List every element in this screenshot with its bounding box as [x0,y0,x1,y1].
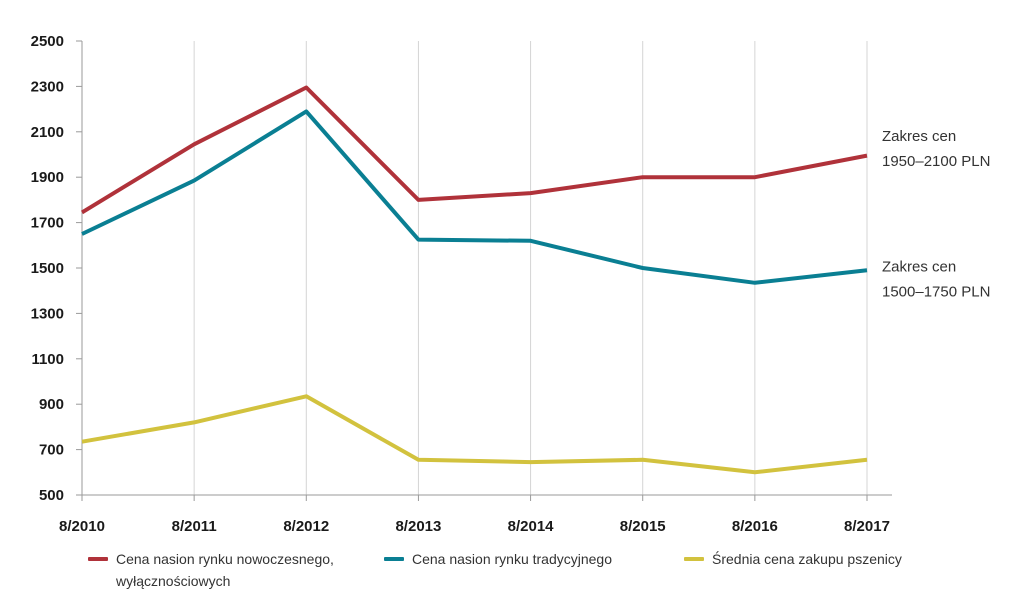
x-tick-label: 8/2014 [508,518,555,535]
legend-swatch-modern-seeds [88,557,108,561]
x-tick-label: 8/2010 [59,518,105,535]
y-tick-label: 2100 [31,124,64,141]
y-tick-label: 2500 [31,33,64,50]
series-line-wheat-price [81,394,868,475]
range-annotation-line: 1950–2100 PLN [882,153,990,170]
series-line-traditional-seeds [81,109,868,285]
legend-swatch-traditional-seeds [384,557,404,561]
range-annotation-line: 1500–1750 PLN [882,283,990,300]
y-tick-label: 2300 [31,78,64,95]
legend: Cena nasion rynku nowoczesnego, wyłączno… [88,548,988,608]
legend-item-modern-seeds: Cena nasion rynku nowoczesnego, wyłączno… [88,548,334,592]
x-tick-label: 8/2012 [283,518,329,535]
x-tick-label: 8/2016 [732,518,778,535]
y-tick-label: 1300 [31,305,64,322]
legend-item-wheat-price: Średnia cena zakupu pszenicy [684,548,902,570]
y-axis-ticks: 500 700 900 1100 1300 1500 1700 1900 2100 2300 250… [31,33,82,504]
legend-label-wheat-price: Średnia cena zakupu pszenicy [712,551,902,567]
legend-swatch-wheat-price [684,557,704,561]
y-tick-label: 1700 [31,215,64,232]
x-tick-label: 8/2011 [172,518,217,535]
axes [81,41,892,496]
range-annotation-line: Zakres cen [882,258,956,275]
range-annotations: Zakres cen 1950–2100 PLN Zakres cen 1500–17… [882,128,990,301]
range-annotation-line: Zakres cen [882,128,956,145]
legend-label-modern-seeds: Cena nasion rynku nowoczesnego, wyłączno… [116,551,334,589]
x-tick-label: 8/2015 [620,518,666,535]
y-tick-label: 500 [39,487,64,504]
legend-label-traditional-seeds: Cena nasion rynku tradycyjnego [412,551,613,567]
y-tick-label: 1500 [31,260,64,277]
x-axis-ticks: 8/2010 8/2011 8/2012 8/2013 8/2014 8/2015 8/20… [59,495,890,535]
y-tick-label: 1100 [31,351,64,368]
series-lines [80,85,868,475]
x-tick-label: 8/2013 [395,518,441,535]
series-line-modern-seeds [80,85,868,215]
y-tick-label: 700 [39,442,64,459]
x-tick-label: 8/2017 [844,518,890,535]
legend-item-traditional-seeds: Cena nasion rynku tradycyjnego [384,548,612,570]
gridlines [81,41,868,495]
y-tick-label: 1900 [31,169,64,186]
y-tick-label: 900 [39,396,64,413]
